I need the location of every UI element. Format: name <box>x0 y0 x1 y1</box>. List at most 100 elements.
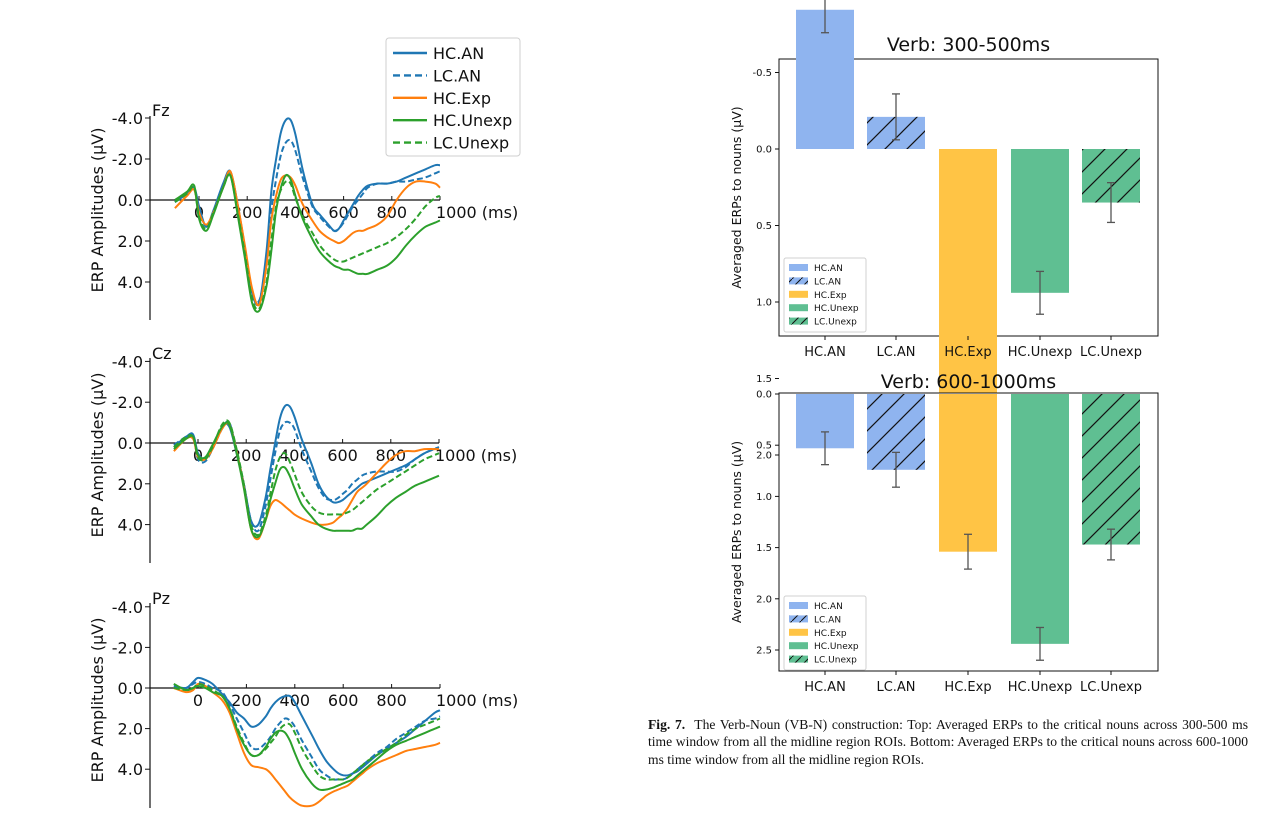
series-line-lc-an <box>173 680 441 781</box>
legend-swatch-hatch <box>789 655 808 663</box>
x-tick-label: HC.Unexp <box>1008 680 1072 695</box>
series-line-hc-an <box>173 403 440 528</box>
erp-panel-pz: -4.0-2.00.02.04.00 200 400 600 800 1000 (ms)P… <box>88 589 518 808</box>
x-tick-label: HC.Unexp <box>1008 345 1072 360</box>
legend-swatch-hatch <box>789 277 808 285</box>
series-line-lc-an <box>173 420 440 533</box>
legend-label: HC.AN <box>433 44 484 63</box>
y-axis-label: ERP Amplitudes (µV) <box>88 618 107 783</box>
x-tick-label: LC.Unexp <box>1080 345 1142 360</box>
y-tick-label: 2.0 <box>118 720 143 739</box>
legend-swatch <box>789 304 808 312</box>
y-tick-label: 2.0 <box>756 594 772 605</box>
bar-hc-unexp <box>1011 394 1069 644</box>
legend-label: HC.Exp <box>814 629 847 639</box>
y-tick-label: 1.0 <box>756 298 772 309</box>
x-tick-label: 600 <box>328 691 359 710</box>
legend-label: HC.AN <box>814 264 843 274</box>
series-line-hc-exp <box>173 682 441 808</box>
y-tick-label: -2.0 <box>112 393 143 412</box>
bar-legend: HC.AN LC.AN HC.Exp HC.Unexp LC.Unexp <box>783 595 867 671</box>
legend-label: LC.Unexp <box>433 134 509 153</box>
bar-chart-panels: Verb: 300-500ms -1.0 -0.5 0.0 0.5 1.0 1.5 2.0 Av… <box>729 0 1159 695</box>
y-tick-label: 1.0 <box>756 492 772 503</box>
electrode-label: Fz <box>152 101 170 120</box>
x-tick-label: HC.Exp <box>944 345 991 360</box>
bar-legend: HC.AN LC.AN HC.Exp HC.Unexp LC.Unexp <box>783 257 867 333</box>
series-line-lc-unexp <box>173 419 440 537</box>
x-tick-label: 400 <box>279 446 310 465</box>
y-tick-label: 0.0 <box>756 145 772 156</box>
legend-label: LC.Unexp <box>814 318 857 328</box>
y-tick-label: 0.5 <box>756 221 772 232</box>
legend-swatch <box>789 264 808 271</box>
bar-hc-exp <box>939 394 997 552</box>
legend-label: HC.Unexp <box>814 304 859 314</box>
x-tick-label: 800 <box>376 691 407 710</box>
x-tick-label: 0 <box>193 691 203 710</box>
erp-waveform-panels: -4.0 -2.0 0.0 2.0 4.0 0 200 400 600 800 1000 (ms) F… <box>88 37 521 808</box>
y-tick-label: 0.0 <box>118 191 143 210</box>
y-tick-label: 0.0 <box>118 434 143 453</box>
legend-swatch <box>789 642 808 650</box>
x-tick-label: HC.AN <box>804 345 846 360</box>
chart-title: Verb: 300-500ms <box>887 34 1050 56</box>
legend-label: LC.Unexp <box>814 656 857 666</box>
electrode-label: Cz <box>152 344 172 363</box>
y-tick-label: 2.5 <box>756 646 772 657</box>
legend-label: LC.AN <box>814 277 841 287</box>
electrode-label: Pz <box>152 589 170 608</box>
y-tick-label: -4.0 <box>112 352 143 371</box>
y-tick-label: 4.0 <box>118 760 143 779</box>
y-tick-label: 4.0 <box>118 516 143 535</box>
legend-label: HC.Exp <box>814 291 847 301</box>
y-tick-label: -1.0 <box>752 0 772 3</box>
series-line-hc-unexp <box>173 421 440 539</box>
chart-title: Verb: 600-1000ms <box>881 371 1056 393</box>
caption-figure-label: Fig. 7. <box>648 717 686 732</box>
legend-label: HC.AN <box>814 602 843 612</box>
y-axis-label: ERP Amplitudes (µV) <box>88 373 107 538</box>
y-axis-label: Averaged ERPs to nouns (µV) <box>729 441 744 623</box>
x-tick-label: 800 <box>377 203 408 222</box>
caption-text: The Verb-Noun (VB-N) construction: Top: … <box>648 717 1248 767</box>
y-tick-label: -0.5 <box>752 68 772 79</box>
y-tick-label: -2.0 <box>112 638 143 657</box>
y-axis-label: Averaged ERPs to nouns (µV) <box>729 106 744 288</box>
y-tick-label: 4.0 <box>118 273 143 292</box>
x-tick-label: 600 <box>327 446 358 465</box>
erp-panel-cz: -4.0-2.00.02.04.00 200 400 600 800 1000 (ms)C… <box>88 344 517 563</box>
x-tick-label: 1000 (ms) <box>436 203 518 222</box>
y-tick-label: 2.0 <box>118 475 143 494</box>
bar-panel-600-1000: Verb: 600-1000ms 0.0 0.5 1.0 1.5 2.0 2.5 Averag… <box>729 371 1159 695</box>
legend-frame <box>783 257 867 333</box>
waveform-legend: HC.AN LC.AN HC.Exp HC.Unexp LC.Unexp <box>385 37 521 157</box>
legend-frame <box>783 595 867 671</box>
x-tick-label: LC.AN <box>876 345 915 360</box>
y-tick-label: -2.0 <box>112 150 143 169</box>
legend-swatch <box>789 628 808 636</box>
y-tick-label: 2.0 <box>118 232 143 251</box>
legend-swatch <box>789 290 808 298</box>
y-tick-label: -4.0 <box>112 598 143 617</box>
y-tick-label: 0.0 <box>118 679 143 698</box>
y-tick-label: 0.0 <box>756 390 772 401</box>
legend-label: HC.Unexp <box>814 642 859 652</box>
bar-hatch <box>1082 394 1140 545</box>
x-tick-label: 1000 (ms) <box>436 691 518 710</box>
x-tick-label: LC.AN <box>876 680 915 695</box>
series-line-lc-unexp <box>174 173 441 311</box>
figure-caption: Fig. 7. The Verb-Noun (VB-N) constructio… <box>648 716 1248 768</box>
x-tick-label: 1000 (ms) <box>435 446 517 465</box>
series-line-lc-unexp <box>173 682 441 781</box>
y-tick-label: 2.0 <box>756 451 772 462</box>
y-tick-label: -4.0 <box>112 109 143 128</box>
y-axis-label: ERP Amplitudes (µV) <box>88 128 107 293</box>
legend-label: LC.AN <box>433 66 481 85</box>
legend-frame <box>385 37 521 157</box>
x-tick-label: LC.Unexp <box>1080 680 1142 695</box>
y-tick-label: 0.5 <box>756 441 772 452</box>
legend-label: LC.AN <box>814 615 841 625</box>
y-tick-label: 1.5 <box>756 543 772 554</box>
